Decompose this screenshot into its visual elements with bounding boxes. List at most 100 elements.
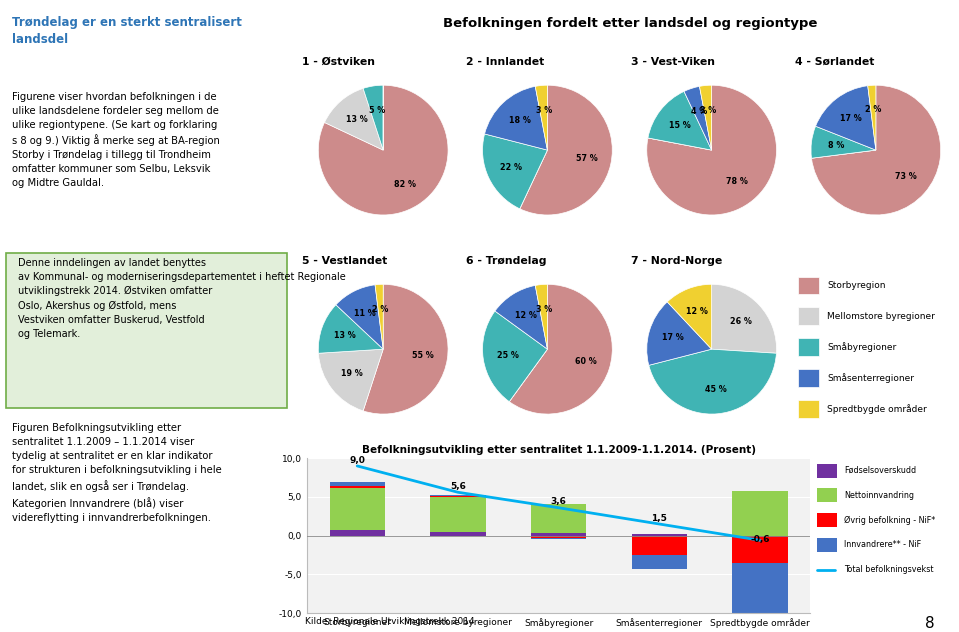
Text: 17 %: 17 %: [662, 334, 684, 343]
Text: 2 - Innlandet: 2 - Innlandet: [466, 57, 545, 67]
Text: 26 %: 26 %: [730, 317, 752, 326]
Text: 3 %: 3 %: [535, 305, 551, 313]
Bar: [798, 338, 819, 356]
Bar: [431, 532, 485, 536]
Text: Spredtbygde områder: Spredtbygde områder: [828, 404, 927, 414]
Text: 15 %: 15 %: [669, 121, 690, 130]
Wedge shape: [646, 85, 777, 215]
Wedge shape: [520, 85, 612, 215]
Bar: [816, 489, 836, 502]
Wedge shape: [363, 85, 384, 150]
Title: Befolkningsutvikling etter sentralitet 1.1.2009-1.1.2014. (Prosent): Befolkningsutvikling etter sentralitet 1…: [362, 445, 756, 454]
Wedge shape: [509, 284, 612, 414]
Text: 1,5: 1,5: [651, 514, 667, 523]
Text: 8: 8: [925, 616, 935, 631]
Text: 5,6: 5,6: [450, 482, 466, 491]
Text: 2 %: 2 %: [865, 106, 881, 114]
Wedge shape: [318, 349, 384, 411]
Bar: [632, 536, 687, 555]
Text: Småbyregioner: Småbyregioner: [828, 343, 897, 352]
Text: 3 %: 3 %: [700, 106, 716, 114]
Bar: [330, 486, 385, 488]
Bar: [632, 534, 687, 536]
Bar: [816, 513, 836, 527]
Text: Mellomstore byregioner: Mellomstore byregioner: [828, 312, 935, 321]
Wedge shape: [318, 85, 448, 215]
Text: 45 %: 45 %: [705, 385, 726, 394]
Text: Kilde: Regionale Utviklingstrekk 2014: Kilde: Regionale Utviklingstrekk 2014: [305, 617, 475, 626]
Bar: [798, 307, 819, 325]
Wedge shape: [375, 284, 384, 349]
Wedge shape: [535, 85, 548, 150]
Text: 4 %: 4 %: [691, 107, 708, 116]
Bar: [816, 464, 836, 478]
Text: 82 %: 82 %: [394, 179, 416, 188]
Wedge shape: [811, 150, 876, 158]
Bar: [798, 369, 819, 387]
Text: 22 %: 22 %: [500, 162, 522, 172]
Text: Nettoinnvandring: Nettoinnvandring: [844, 491, 914, 500]
Bar: [330, 530, 385, 536]
Text: Denne inndelingen av landet benyttes
av Kommunal- og moderniseringsdepartementet: Denne inndelingen av landet benyttes av …: [17, 258, 345, 339]
Wedge shape: [649, 349, 777, 414]
Wedge shape: [482, 311, 548, 402]
Text: 2 %: 2 %: [372, 305, 388, 313]
Text: 7 - Nord-Norge: 7 - Nord-Norge: [631, 256, 722, 266]
Bar: [816, 538, 836, 552]
Bar: [798, 400, 819, 418]
Wedge shape: [535, 284, 548, 349]
Text: 12 %: 12 %: [686, 307, 708, 316]
Text: 3 - Vest-Viken: 3 - Vest-Viken: [631, 57, 714, 67]
Text: Småsenterregioner: Småsenterregioner: [828, 373, 914, 383]
Text: 9,0: 9,0: [349, 456, 365, 465]
Text: 13 %: 13 %: [345, 116, 367, 125]
Wedge shape: [646, 302, 712, 365]
Text: Fødselsoverskudd: Fødselsoverskudd: [844, 466, 916, 475]
Wedge shape: [815, 86, 876, 150]
Wedge shape: [520, 150, 548, 209]
Text: Storbyregion: Storbyregion: [828, 281, 886, 290]
Text: 13 %: 13 %: [335, 331, 356, 340]
Wedge shape: [482, 134, 548, 209]
Wedge shape: [811, 85, 941, 215]
Text: 60 %: 60 %: [574, 357, 596, 366]
Bar: [431, 497, 485, 532]
Bar: [531, 536, 586, 538]
Text: 18 %: 18 %: [509, 116, 531, 125]
Text: Figurene viser hvordan befolkningen i de
ulike landsdelene fordeler seg mellom d: Figurene viser hvordan befolkningen i de…: [12, 92, 220, 188]
Text: Øvrig befolkning - NiF*: Øvrig befolkning - NiF*: [844, 516, 935, 525]
Text: -0,6: -0,6: [750, 535, 770, 544]
Bar: [531, 504, 586, 533]
Wedge shape: [509, 349, 548, 402]
Bar: [531, 533, 586, 536]
FancyBboxPatch shape: [6, 253, 287, 408]
Text: 25 %: 25 %: [497, 351, 519, 360]
Wedge shape: [868, 85, 876, 150]
Bar: [632, 555, 687, 569]
Wedge shape: [324, 88, 384, 150]
Bar: [330, 488, 385, 530]
Wedge shape: [699, 85, 712, 150]
Wedge shape: [811, 126, 876, 158]
Text: 1 - Østviken: 1 - Østviken: [302, 57, 375, 67]
Wedge shape: [363, 284, 448, 414]
Bar: [798, 277, 819, 295]
Text: 6 - Trøndelag: 6 - Trøndelag: [466, 256, 547, 266]
Text: 19 %: 19 %: [340, 369, 363, 379]
Text: 57 %: 57 %: [575, 154, 597, 164]
Text: 3 %: 3 %: [535, 106, 551, 114]
Wedge shape: [495, 286, 548, 349]
Bar: [733, 536, 787, 562]
Text: Trøndelag er en sterkt sentralisert
landsdel: Trøndelag er en sterkt sentralisert land…: [12, 16, 242, 46]
Wedge shape: [336, 285, 384, 349]
Text: 5 - Vestlandet: 5 - Vestlandet: [302, 256, 387, 266]
Bar: [733, 562, 787, 621]
Text: Innvandrere** - NiF: Innvandrere** - NiF: [844, 540, 921, 549]
Wedge shape: [648, 138, 712, 150]
Text: Total befolkningsvekst: Total befolkningsvekst: [844, 565, 933, 574]
Text: 55 %: 55 %: [412, 351, 433, 360]
Bar: [431, 495, 485, 496]
Text: 5 %: 5 %: [369, 106, 385, 115]
Text: 3,6: 3,6: [550, 497, 567, 506]
Text: 78 %: 78 %: [726, 176, 748, 186]
